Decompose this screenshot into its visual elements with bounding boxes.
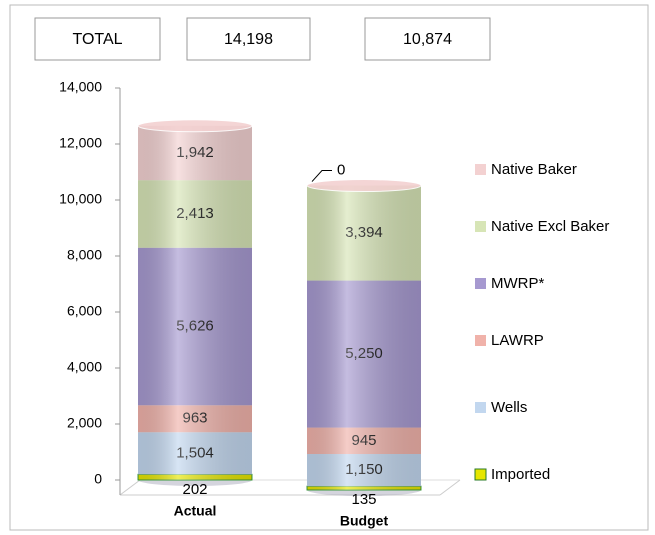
total-box (34, 17, 161, 61)
x-tick-label: Budget (340, 513, 389, 529)
total-value: 10,874 (403, 31, 452, 48)
legend-label: Native Baker (491, 161, 577, 178)
legend-swatch (474, 468, 487, 481)
legend-swatch (475, 335, 486, 346)
bar-top (306, 179, 422, 193)
bar-shade (307, 185, 421, 490)
y-tick-label: 2,000 (67, 415, 102, 431)
data-label: 202 (182, 481, 207, 498)
y-tick-label: 8,000 (67, 247, 102, 263)
legend-swatch (475, 164, 486, 175)
legend-label: Native Excl Baker (491, 218, 609, 235)
total-value: 14,198 (224, 31, 273, 48)
total-box (364, 17, 491, 61)
y-tick-label: 12,000 (59, 135, 102, 151)
legend-swatch (475, 278, 486, 289)
bar-shade (138, 125, 252, 481)
legend-label: Wells (491, 399, 527, 416)
total-box (186, 17, 311, 61)
y-tick-label: 4,000 (67, 359, 102, 375)
leader-line (311, 170, 332, 182)
y-tick-label: 14,000 (59, 79, 102, 95)
y-tick-label: 6,000 (67, 303, 102, 319)
data-label: 135 (351, 491, 376, 508)
total-label: TOTAL (72, 31, 122, 48)
y-tick-label: 10,000 (59, 191, 102, 207)
floor-edge (439, 479, 461, 496)
legend-swatch (475, 221, 486, 232)
data-label: 0 (337, 161, 345, 178)
legend-label: LAWRP (491, 332, 544, 349)
bar-top (137, 119, 253, 133)
floor-edge (119, 479, 141, 496)
x-tick-label: Actual (174, 503, 217, 519)
legend-label: MWRP* (491, 275, 544, 292)
y-tick-label: 0 (94, 471, 102, 487)
legend-label: Imported (491, 466, 550, 483)
legend-swatch (475, 402, 486, 413)
